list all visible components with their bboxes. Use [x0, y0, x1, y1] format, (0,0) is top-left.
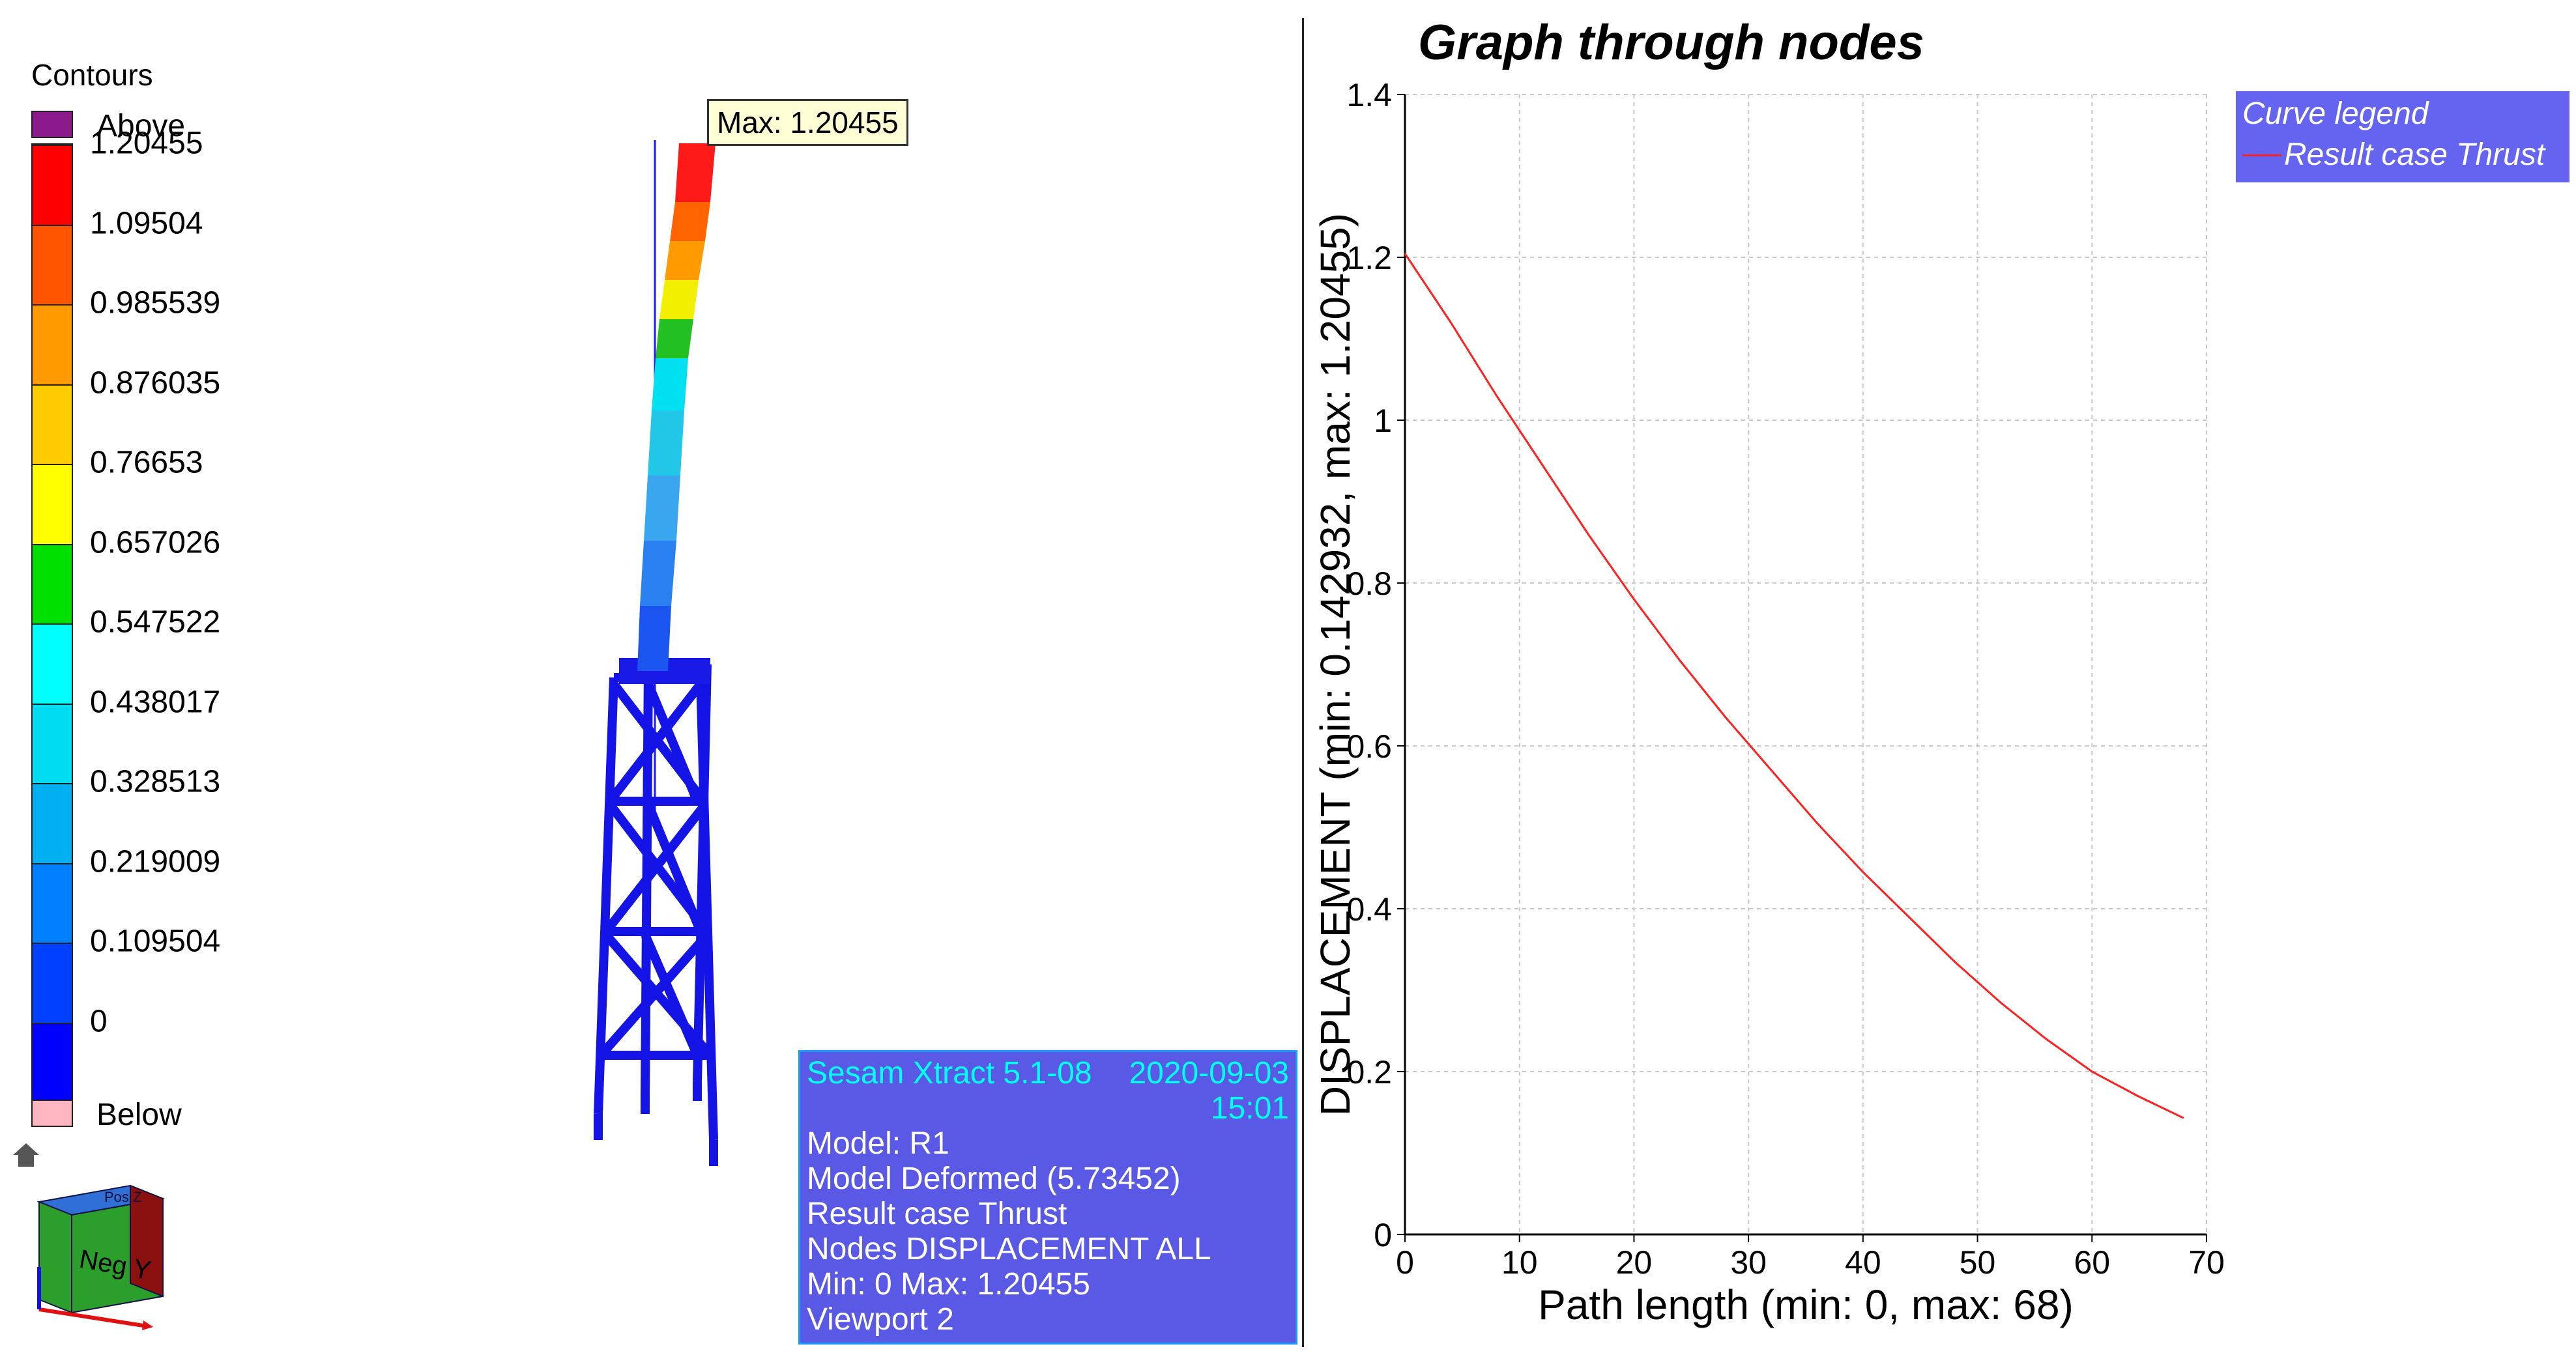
contour-level-label: 0.985539	[90, 285, 221, 320]
graph-viewport[interactable]: 0 10 20 30 40 50 60 70 0 0.2 0.4 0.6 0.8 1 1.2 1.4 Path…	[1304, 0, 2576, 1353]
info-line: Model Deformed (5.73452)	[807, 1161, 1181, 1196]
y-tick-label: 1.2	[1346, 240, 1392, 276]
contour-band	[33, 943, 72, 1023]
jacket-tower-model[interactable]	[567, 124, 841, 1218]
legend-entry-label: Result case Thrust	[2284, 137, 2545, 172]
app-version: Sesam Xtract 5.1-08	[807, 1056, 1092, 1090]
jacket-structure	[594, 664, 718, 1166]
contour-level-label: 0	[90, 1004, 108, 1038]
contour-level-label: 0.109504	[90, 924, 221, 959]
contour-band	[33, 862, 72, 943]
graph-svg: 0 10 20 30 40 50 60 70 0 0.2 0.4 0.6 0.8 1 1.2 1.4 Path…	[1312, 77, 2225, 1328]
series-lines	[1404, 253, 2184, 1119]
tick-labels: 0 10 20 30 40 50 60 70 0 0.2 0.4 0.6 0.8 1 1.2 1.4	[1346, 77, 2224, 1281]
info-line: Model: R1	[807, 1126, 949, 1161]
tower-segments	[637, 143, 716, 671]
y-tick-label: 1	[1374, 403, 1392, 439]
axes	[1397, 94, 2207, 1242]
home-icon[interactable]	[13, 1143, 39, 1167]
info-date: 2020-09-03	[1129, 1056, 1289, 1090]
x-tick-label: 40	[1845, 1244, 1881, 1281]
below-label: Below	[96, 1098, 182, 1132]
x-tick-label: 0	[1396, 1244, 1414, 1281]
contour-band	[33, 384, 72, 464]
contour-level-label: 0.876035	[90, 365, 221, 400]
contour-band	[33, 543, 72, 623]
contour-level-label: 0.328513	[90, 764, 221, 799]
x-tick-label: 60	[2074, 1244, 2110, 1281]
curve-legend: Curve legend Result case Thrust	[2236, 91, 2569, 182]
x-tick-label: 50	[1960, 1244, 1996, 1281]
y-axis-label: DISPLACEMENT (min: 0.142932, max: 1.2045…	[1312, 213, 1359, 1116]
contour-band	[33, 464, 72, 544]
above-swatch	[31, 111, 73, 138]
view-cube[interactable]: Neg Y Pos Z	[13, 1137, 169, 1332]
y-tick-label: 0.2	[1346, 1054, 1392, 1090]
contour-band	[33, 145, 72, 225]
contour-level-label: 1.20455	[90, 126, 203, 161]
y-tick-label: 0	[1374, 1217, 1392, 1253]
legend-swatch	[2242, 154, 2281, 156]
contour-color-scale	[31, 143, 73, 1102]
model-viewport[interactable]: Contours Above 1.20455 1.09504 0.985539 0.8…	[0, 0, 1302, 1353]
y-tick-label: 1.4	[1346, 77, 1392, 113]
info-header: Sesam Xtract 5.1-08 2020-09-03	[807, 1056, 1289, 1091]
contour-level-label: 0.438017	[90, 685, 221, 719]
y-tick-label: 0.6	[1346, 728, 1392, 765]
contour-level-label: 0.76653	[90, 445, 203, 480]
info-line: Viewport 2	[807, 1302, 954, 1337]
model-info-box: Sesam Xtract 5.1-08 2020-09-03 15:01 Mod…	[798, 1050, 1297, 1345]
contour-band	[33, 304, 72, 384]
cube-top-label: Pos Z	[104, 1189, 141, 1205]
contour-band	[33, 224, 72, 304]
x-tick-label: 20	[1616, 1244, 1653, 1281]
contour-level-label: 0.219009	[90, 844, 221, 879]
contour-band	[33, 703, 72, 783]
x-tick-label: 10	[1501, 1244, 1538, 1281]
info-line: Result case Thrust	[807, 1197, 1067, 1231]
info-line: Nodes DISPLACEMENT ALL	[807, 1232, 1211, 1266]
legend-entry: Result case Thrust	[2242, 134, 2563, 176]
x-axis-arrow	[38, 1307, 144, 1328]
grid	[1405, 94, 2207, 1234]
info-line: Min: 0 Max: 1.20455	[807, 1267, 1090, 1302]
contour-level-label: 1.09504	[90, 206, 203, 240]
below-swatch	[31, 1100, 73, 1127]
series-line-result-case-thrust	[1404, 253, 2184, 1119]
contours-title: Contours	[31, 58, 153, 92]
x-tick-label: 70	[2188, 1244, 2225, 1281]
x-axis-label: Path length (min: 0, max: 68)	[1538, 1281, 2074, 1328]
y-tick-label: 0.4	[1346, 891, 1392, 928]
contour-level-label: 0.657026	[90, 525, 221, 560]
y-tick-label: 0.8	[1346, 565, 1392, 602]
contour-band	[33, 783, 72, 863]
contour-band	[33, 1022, 72, 1102]
x-tick-label: 30	[1730, 1244, 1767, 1281]
info-time: 15:01	[1210, 1091, 1289, 1126]
max-value-tooltip: Max: 1.20455	[707, 99, 908, 146]
above-label: Above	[96, 109, 186, 143]
contour-level-label: 0.547522	[90, 605, 221, 640]
contour-band	[33, 623, 72, 704]
legend-title: Curve legend	[2242, 96, 2429, 131]
graph-title: Graph through nodes	[1418, 15, 1924, 70]
viewport-divider[interactable]	[1302, 18, 1304, 1347]
